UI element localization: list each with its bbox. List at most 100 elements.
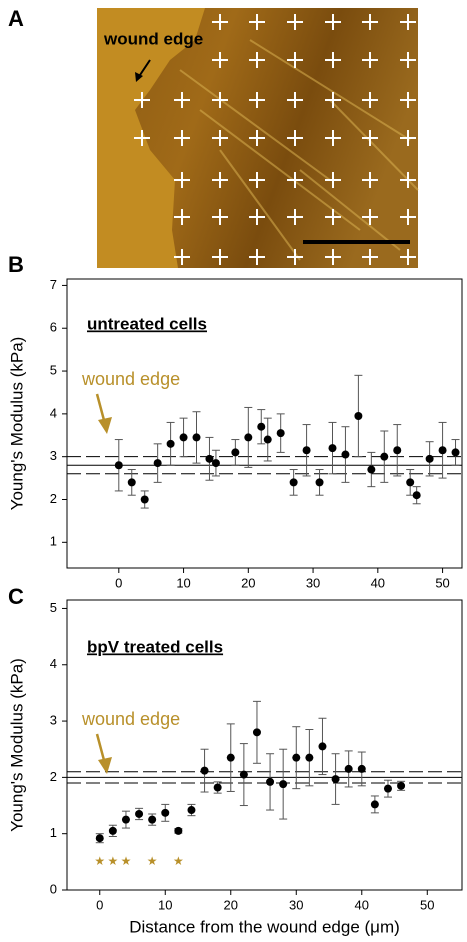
- point: [148, 815, 157, 824]
- micrograph: wound edge: [97, 8, 419, 268]
- point: [438, 446, 447, 455]
- significance-marker: ★: [121, 854, 132, 868]
- x-axis-title: Distance from the wound edge (μm): [129, 917, 400, 936]
- y-tick-label: 5: [50, 600, 57, 615]
- point: [257, 422, 266, 431]
- arrow-label: wound edge: [81, 369, 180, 389]
- point: [370, 800, 379, 809]
- y-tick-label: 3: [50, 448, 57, 463]
- x-tick-label: 50: [435, 575, 449, 590]
- annotation: bpV treated cells: [87, 637, 223, 656]
- plot-frame: [66, 599, 463, 891]
- point: [121, 815, 130, 824]
- y-tick-label: 1: [50, 534, 57, 549]
- point: [383, 784, 392, 793]
- y-axis-title: Young's Modulus (kPa): [7, 658, 26, 832]
- point: [315, 478, 324, 487]
- panel-letter: A: [8, 6, 24, 31]
- point: [266, 777, 275, 786]
- point: [406, 478, 415, 487]
- point: [305, 753, 314, 762]
- point: [205, 454, 214, 463]
- point: [179, 433, 188, 442]
- point: [153, 459, 162, 468]
- point: [239, 770, 248, 779]
- y-axis-title: Young's Modulus (kPa): [7, 337, 26, 511]
- y-tick-label: 2: [50, 769, 57, 784]
- x-tick-label: 0: [115, 575, 122, 590]
- y-tick-label: 4: [50, 405, 57, 420]
- significance-marker: ★: [173, 854, 184, 868]
- y-tick-label: 3: [50, 713, 57, 728]
- point: [174, 826, 183, 835]
- point: [279, 780, 288, 789]
- point: [231, 448, 240, 457]
- point: [127, 478, 136, 487]
- point: [341, 450, 350, 459]
- y-tick-label: 2: [50, 491, 57, 506]
- significance-marker: ★: [147, 854, 158, 868]
- arrow-head: [98, 757, 112, 774]
- point: [397, 781, 406, 790]
- x-tick-label: 50: [420, 897, 434, 912]
- y-tick-label: 6: [50, 320, 57, 335]
- point: [166, 439, 175, 448]
- x-tick-label: 40: [371, 575, 385, 590]
- point: [393, 446, 402, 455]
- point: [302, 446, 311, 455]
- y-tick-label: 7: [50, 277, 57, 292]
- annotation: untreated cells: [87, 314, 207, 333]
- point: [213, 783, 222, 792]
- point: [140, 495, 149, 504]
- point: [244, 433, 253, 442]
- y-tick-label: 0: [50, 881, 57, 896]
- point: [135, 809, 144, 818]
- plot-frame: [66, 278, 463, 569]
- point: [108, 826, 117, 835]
- point: [161, 808, 170, 817]
- point: [289, 478, 298, 487]
- y-tick-label: 1: [50, 825, 57, 840]
- x-tick-label: 40: [355, 897, 369, 912]
- point: [292, 753, 301, 762]
- point: [331, 775, 340, 784]
- point: [367, 465, 376, 474]
- point: [412, 491, 421, 500]
- point: [200, 766, 209, 775]
- point: [263, 435, 272, 444]
- x-tick-label: 20: [241, 575, 255, 590]
- point: [328, 444, 337, 453]
- y-tick-label: 4: [50, 656, 57, 671]
- significance-marker: ★: [107, 854, 118, 868]
- annotation: wound edge: [103, 29, 203, 48]
- chart: B 1 2 3 4 5 6 7 0 10 20 30 40 50 Young's Modulus (kPa)…: [7, 252, 463, 590]
- point: [226, 753, 235, 762]
- point: [354, 412, 363, 421]
- x-tick-label: 10: [158, 897, 172, 912]
- point: [425, 454, 434, 463]
- point: [318, 742, 327, 751]
- point: [451, 448, 460, 457]
- arrow-head: [98, 417, 112, 434]
- point: [357, 764, 366, 773]
- x-tick-label: 0: [96, 897, 103, 912]
- significance-marker: ★: [94, 854, 105, 868]
- panel-letter: B: [8, 252, 24, 277]
- x-tick-label: 20: [224, 897, 238, 912]
- y-tick-label: 5: [50, 362, 57, 377]
- point: [114, 461, 123, 470]
- point: [211, 459, 220, 468]
- point: [252, 728, 261, 737]
- panel-letter: C: [8, 584, 24, 609]
- x-tick-label: 30: [306, 575, 320, 590]
- point: [187, 806, 196, 815]
- point: [380, 452, 389, 461]
- x-tick-label: 10: [176, 575, 190, 590]
- point: [95, 834, 104, 843]
- x-tick-label: 30: [289, 897, 303, 912]
- point: [192, 433, 201, 442]
- arrow-label: wound edge: [81, 709, 180, 729]
